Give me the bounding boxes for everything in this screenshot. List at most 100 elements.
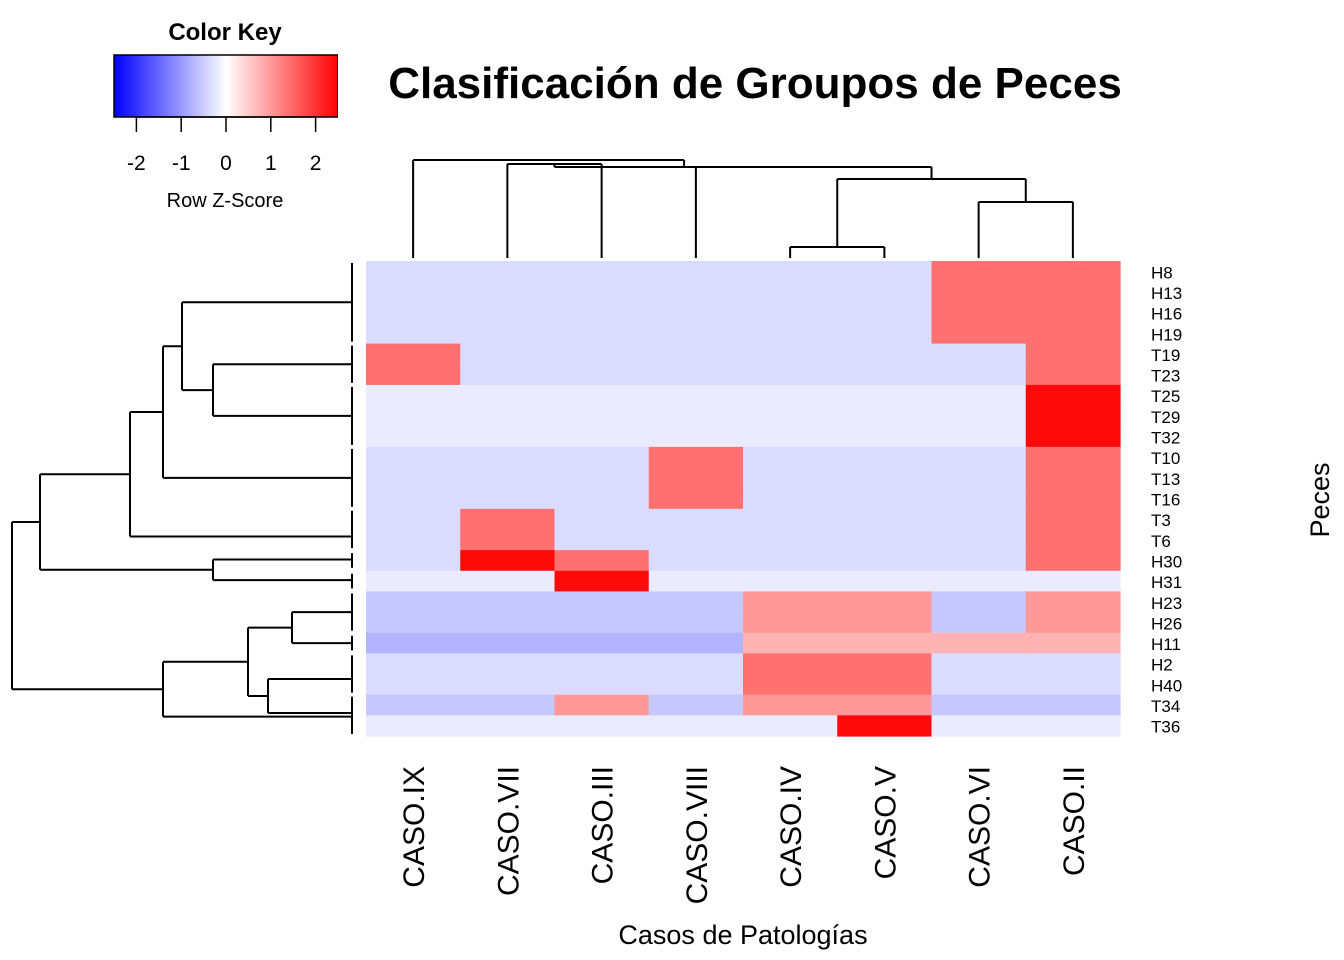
heatmap-cell [366, 364, 461, 386]
heatmap-cell [931, 632, 1027, 654]
heatmap-cell [931, 302, 1027, 324]
heatmap-cell [460, 384, 556, 407]
heatmap-cell [743, 261, 838, 283]
heatmap-cell [837, 591, 933, 613]
heatmap-cell [1025, 467, 1121, 489]
heatmap-cell [366, 488, 461, 510]
heatmap-cell [837, 446, 933, 469]
heatmap-cell [460, 653, 556, 675]
heatmap-cell [554, 426, 650, 448]
heatmap-cell [1025, 302, 1121, 324]
heatmap-cell [1025, 426, 1121, 448]
color-key-ticks: -2 -1 0 1 2 [127, 116, 321, 175]
row-label: H8 [1151, 263, 1173, 282]
heatmap-cell [743, 281, 838, 303]
heatmap-cell [554, 674, 650, 696]
column-label: CASO.VII [492, 766, 525, 896]
row-label: H16 [1151, 305, 1182, 324]
heatmap-cell [460, 674, 556, 696]
heatmap-cell [460, 426, 556, 448]
heatmap-cell [554, 343, 650, 365]
heatmap-cell [460, 322, 556, 345]
column-label: CASO.III [587, 766, 620, 884]
heatmap-cell [460, 302, 556, 324]
row-label: H31 [1151, 573, 1182, 592]
heatmap-cell [837, 694, 933, 716]
heatmap-cell [460, 364, 556, 386]
heatmap-cell [366, 446, 461, 469]
heatmap-cell [366, 653, 461, 675]
heatmap-cell [366, 343, 461, 365]
row-label: T10 [1151, 449, 1180, 468]
heatmap-cell [648, 302, 744, 324]
heatmap-cell [743, 694, 838, 716]
heatmap-cell [1025, 632, 1121, 654]
heatmap-cell [931, 715, 1027, 737]
heatmap-cell [460, 550, 556, 572]
heatmap-cell [648, 343, 744, 365]
heatmap-cell [460, 632, 556, 654]
heatmap-cell [648, 384, 744, 407]
heatmap-cell [743, 302, 838, 324]
heatmap-cell [648, 405, 744, 427]
heatmap-cell [1025, 281, 1121, 303]
heatmap-cell [648, 281, 744, 303]
heatmap-cell [931, 405, 1027, 427]
title-clip [338, 45, 362, 120]
heatmap-cell [743, 570, 838, 593]
column-label: CASO.IX [398, 766, 431, 888]
heatmap-cell [837, 261, 933, 283]
heatmap-cell [648, 550, 744, 572]
heatmap-cell [743, 343, 838, 365]
heatmap-cell [554, 715, 650, 737]
heatmap-cell [366, 529, 461, 551]
heatmap-cell [931, 508, 1027, 531]
heatmap-cell [648, 694, 744, 716]
heatmap-cell [460, 570, 556, 593]
heatmap-cell [460, 488, 556, 510]
heatmap-cell [1025, 550, 1121, 572]
column-labels: CASO.IX CASO.VII CASO.III CASO.VIII CASO.IV C… [398, 766, 1091, 904]
row-label: H11 [1151, 635, 1181, 654]
heatmap-cell [1025, 715, 1121, 737]
row-label: T16 [1151, 491, 1180, 510]
heatmap-cell [366, 281, 461, 303]
heatmap-cell [460, 467, 556, 489]
heatmap-cell [460, 529, 556, 551]
heatmap-cell [743, 674, 838, 696]
heatmap-cell [554, 488, 650, 510]
heatmap-cell [743, 405, 838, 427]
heatmap-cell [1025, 612, 1121, 634]
heatmap-cell [648, 261, 744, 283]
heatmap-cell [554, 550, 650, 572]
heatmap-cell [366, 550, 461, 572]
heatmap-cell [554, 261, 650, 283]
heatmap-cell [1025, 488, 1121, 510]
row-label: T34 [1151, 697, 1180, 716]
heatmap-cell [743, 632, 838, 654]
heatmap-cell [743, 591, 838, 613]
chart-title: Clasificación de Groupos de Peces [388, 59, 1122, 108]
row-label: T19 [1151, 346, 1180, 365]
row-label: H13 [1151, 284, 1182, 303]
row-label: H26 [1151, 614, 1182, 633]
row-label: T13 [1151, 470, 1180, 489]
column-label: CASO.II [1058, 766, 1091, 876]
heatmap-cell [366, 715, 461, 737]
column-label: CASO.VI [964, 766, 997, 888]
heatmap-cell [1025, 529, 1121, 551]
heatmap-cell [460, 612, 556, 634]
heatmap-cell [743, 446, 838, 469]
row-label: T32 [1151, 429, 1180, 448]
heatmap-cell [743, 550, 838, 572]
heatmap-cell [460, 281, 556, 303]
heatmap-cell [1025, 591, 1121, 613]
heatmap-cell [931, 467, 1027, 489]
heatmap-cell [1025, 384, 1121, 407]
heatmap-cell [837, 612, 933, 634]
column-label: CASO.VIII [681, 766, 714, 904]
heatmap-cell [648, 467, 744, 489]
heatmap-cell [837, 632, 933, 654]
color-key-bar [113, 54, 339, 118]
column-label: CASO.V [869, 766, 902, 879]
